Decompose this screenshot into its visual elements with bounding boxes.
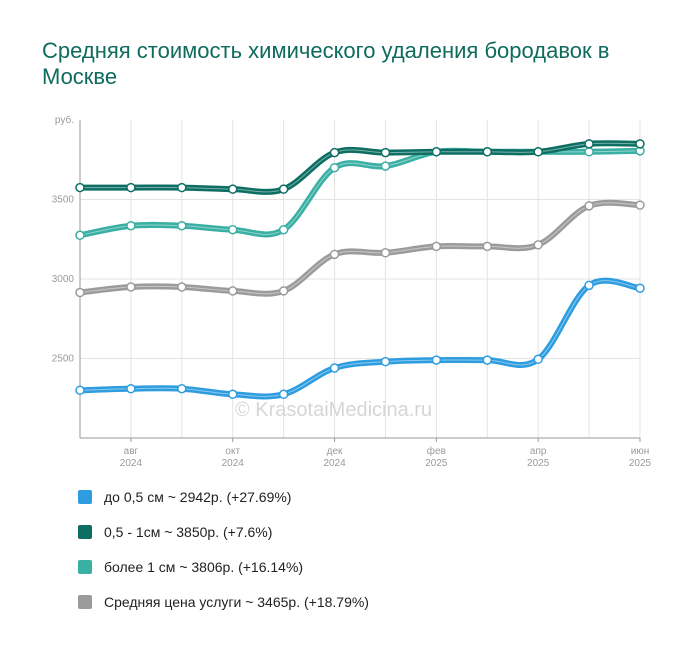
data-point[interactable] <box>584 147 594 157</box>
legend-item[interactable]: Средняя цена услуги ~ 3465р. (+18.79%) <box>78 593 369 611</box>
data-point[interactable] <box>380 161 391 171</box>
data-point[interactable] <box>380 248 391 258</box>
data-point[interactable] <box>533 147 543 157</box>
data-point[interactable] <box>431 241 442 252</box>
data-point[interactable] <box>75 287 85 298</box>
x-tick-month: апр <box>530 446 547 457</box>
x-tick-month: дек <box>327 446 343 457</box>
x-tick-year: 2025 <box>629 458 652 469</box>
data-point[interactable] <box>126 220 136 231</box>
data-point[interactable] <box>177 383 187 394</box>
data-point[interactable] <box>278 286 289 296</box>
legend-swatch <box>78 560 92 574</box>
legend-item[interactable]: 0,5 - 1см ~ 3850р. (+7.6%) <box>78 523 369 541</box>
data-point[interactable] <box>635 139 645 149</box>
data-point[interactable] <box>380 147 391 158</box>
data-point[interactable] <box>635 200 645 210</box>
data-point[interactable] <box>227 184 238 194</box>
x-tick-month: авг <box>124 446 139 457</box>
legend-item[interactable]: до 0,5 см ~ 2942р. (+27.69%) <box>78 488 369 506</box>
series-line-highlight-3 <box>79 202 641 295</box>
x-tick-month: фев <box>427 445 446 457</box>
data-point[interactable] <box>533 240 543 250</box>
data-point[interactable] <box>431 355 442 365</box>
data-point[interactable] <box>75 385 85 396</box>
chart-axes <box>79 120 641 442</box>
y-tick-label: 3000 <box>52 274 75 285</box>
x-tick-year: 2025 <box>425 458 448 469</box>
data-point[interactable] <box>533 354 543 365</box>
data-point[interactable] <box>227 286 238 296</box>
data-point[interactable] <box>177 220 187 231</box>
data-point[interactable] <box>329 162 340 173</box>
legend-item[interactable]: более 1 см ~ 3806р. (+16.14%) <box>78 558 369 576</box>
data-point[interactable] <box>482 355 493 365</box>
chart-title: Средняя стоимость химического удаления б… <box>42 38 610 89</box>
legend-label: до 0,5 см ~ 2942р. (+27.69%) <box>104 489 292 505</box>
x-tick-year: 2024 <box>323 458 346 469</box>
data-point[interactable] <box>177 182 187 193</box>
series-line-0 <box>77 277 643 400</box>
data-point[interactable] <box>278 184 289 194</box>
x-tick-year: 2024 <box>222 458 245 469</box>
chart-legend: до 0,5 см ~ 2942р. (+27.69%) 0,5 - 1см ~ … <box>78 488 369 628</box>
legend-label: Средняя цена услуги ~ 3465р. (+18.79%) <box>104 594 369 610</box>
y-tick-label: 3500 <box>52 195 75 206</box>
series-line-2 <box>77 147 643 239</box>
data-point[interactable] <box>380 356 391 367</box>
chart-grid <box>79 120 641 438</box>
data-point[interactable] <box>482 241 493 252</box>
series-line-3 <box>77 199 643 297</box>
data-point[interactable] <box>126 383 136 394</box>
y-tick-label: 2500 <box>52 354 75 365</box>
x-tick-month: июн <box>631 446 650 457</box>
data-point[interactable] <box>75 230 85 241</box>
data-point[interactable] <box>482 147 493 157</box>
legend-swatch <box>78 490 92 504</box>
legend-label: более 1 см ~ 3806р. (+16.14%) <box>104 559 304 575</box>
watermark: © KrasotaiMedicina.ru <box>235 399 432 421</box>
legend-swatch <box>78 595 92 609</box>
data-point[interactable] <box>584 280 594 291</box>
data-point[interactable] <box>329 249 340 260</box>
data-point[interactable] <box>177 282 187 292</box>
legend-swatch <box>78 525 92 539</box>
data-point[interactable] <box>227 389 238 400</box>
y-axis-label: руб. <box>55 114 74 126</box>
data-point[interactable] <box>278 389 289 400</box>
data-point[interactable] <box>635 283 645 293</box>
data-point[interactable] <box>126 182 136 193</box>
data-point[interactable] <box>126 282 136 292</box>
data-point[interactable] <box>227 224 238 235</box>
data-point[interactable] <box>75 182 85 193</box>
chart-points <box>75 139 645 400</box>
data-point[interactable] <box>584 139 594 149</box>
legend-label: 0,5 - 1см ~ 3850р. (+7.6%) <box>104 524 273 540</box>
x-tick-year: 2025 <box>527 458 550 469</box>
x-tick-year: 2024 <box>120 458 143 469</box>
data-point[interactable] <box>278 224 289 235</box>
data-point[interactable] <box>329 363 340 373</box>
data-point[interactable] <box>431 147 442 157</box>
price-line-chart: © KrasotaiMedicina.ru 250030003500руб.ав… <box>52 114 652 469</box>
data-point[interactable] <box>584 201 594 211</box>
chart-labels: 250030003500руб.авг2024окт2024дек2024фев… <box>52 114 652 469</box>
data-point[interactable] <box>329 147 340 158</box>
x-tick-month: окт <box>225 446 240 457</box>
